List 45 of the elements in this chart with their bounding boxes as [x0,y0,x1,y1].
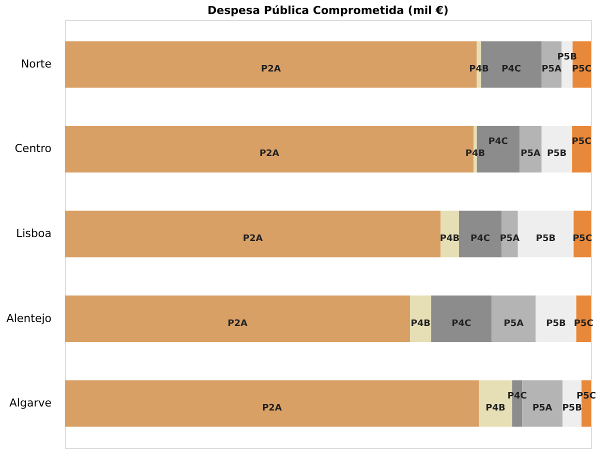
text: P5C [572,64,592,74]
text: P5A [500,234,520,244]
text: P2A [228,318,248,329]
y-tick-label: Lisboa [16,227,52,240]
text: P4C [470,234,490,244]
series-label: P5C [572,137,592,148]
text: P4B [486,404,506,414]
series-label: P4B [440,234,460,244]
series-label: P5A [542,64,562,74]
series-label: P5B [562,404,582,414]
text: P5A [504,318,524,329]
text: P5B [536,234,556,244]
bar [536,295,576,342]
y-tick-label: Norte [20,57,52,70]
text: P5B [546,318,566,329]
y-tick-label: Centro [14,142,52,156]
bar [65,210,441,258]
bar [65,295,410,342]
text: P4C [488,137,508,148]
text: P2A [262,404,282,414]
text: P4B [469,64,489,74]
text: P4C [502,64,522,74]
bar [458,210,502,258]
bar [410,295,432,342]
text: P4B [410,318,430,329]
text: P4B [465,149,486,160]
text: P5B [546,149,567,160]
bar [431,295,492,342]
text: P5A [532,404,552,414]
bar [492,295,536,342]
bar [440,210,459,258]
text: P2A [259,149,280,160]
bar [502,210,518,258]
series-label: P2A [261,64,281,74]
bar [65,380,479,427]
text: P4C [452,318,472,329]
y-tick-label: Algarve [9,396,52,410]
y-tick-label: Alentejo [6,312,52,325]
bar [518,210,574,258]
bar [519,126,542,173]
bar [572,126,591,173]
chart-title: Despesa Pública Comprometida (mil €) [208,4,448,17]
text: P2A [242,234,263,244]
bar [542,126,572,173]
text: P5A [520,149,540,160]
